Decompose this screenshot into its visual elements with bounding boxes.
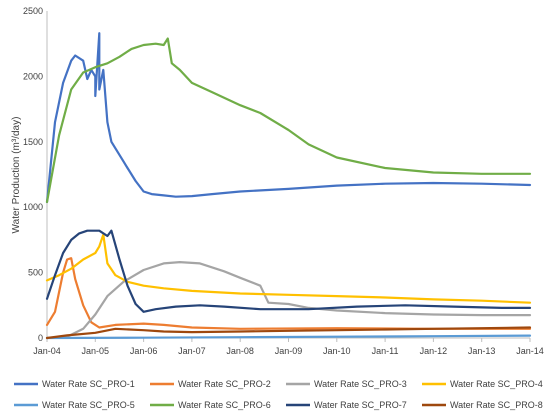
series-line-1 [45, 32, 532, 204]
series-line-3 [45, 261, 532, 340]
y-axis-title: Water Production (m³/day) [11, 117, 22, 234]
legend-label: Water Rate SC_PRO-7 [314, 400, 407, 410]
y-tick-label: 0 [38, 333, 43, 343]
y-tick-label: 2500 [23, 6, 43, 16]
legend-label: Water Rate SC_PRO-5 [42, 400, 135, 410]
series-line-5 [45, 334, 532, 340]
legend-item: Water Rate SC_PRO-2 [150, 379, 271, 389]
x-tick-label: Jan-06 [130, 346, 158, 356]
x-tick-label: Jan-10 [323, 346, 351, 356]
legend: Water Rate SC_PRO-1 Water Rate SC_PRO-2 Wa… [14, 379, 543, 410]
y-tick-label: 1500 [23, 137, 43, 147]
legend-label: Water Rate SC_PRO-8 [450, 400, 543, 410]
series-layer [45, 32, 532, 340]
x-tick-label: Jan-09 [275, 346, 303, 356]
legend-label: Water Rate SC_PRO-6 [178, 400, 271, 410]
legend-label: Water Rate SC_PRO-1 [42, 379, 135, 389]
x-tick-label: Jan-08 [226, 346, 254, 356]
legend-item: Water Rate SC_PRO-6 [150, 400, 271, 410]
x-tick-label: Jan-13 [468, 346, 496, 356]
legend-item: Water Rate SC_PRO-4 [422, 379, 543, 389]
legend-label: Water Rate SC_PRO-3 [314, 379, 407, 389]
x-tick-label: Jan-11 [372, 346, 399, 356]
legend-item: Water Rate SC_PRO-3 [286, 379, 407, 389]
series-line-2 [45, 257, 532, 330]
series-line-4 [45, 233, 532, 304]
x-tick-label: Jan-04 [33, 346, 61, 356]
x-tick-label: Jan-07 [178, 346, 206, 356]
legend-item: Water Rate SC_PRO-8 [422, 400, 543, 410]
y-tick-label: 500 [28, 268, 43, 278]
legend-label: Water Rate SC_PRO-4 [450, 379, 543, 389]
series-line-8 [45, 326, 532, 340]
y-tick-label: 1000 [23, 202, 43, 212]
x-tick-label: Jan-14 [516, 346, 544, 356]
x-tick-label: Jan-05 [82, 346, 110, 356]
x-tick-label: Jan-12 [420, 346, 448, 356]
y-tick-label: 2000 [23, 71, 43, 81]
legend-item: Water Rate SC_PRO-5 [14, 400, 135, 410]
legend-label: Water Rate SC_PRO-2 [178, 379, 271, 389]
series-line-7 [45, 229, 532, 313]
series-line-6 [45, 37, 532, 204]
legend-item: Water Rate SC_PRO-7 [286, 400, 407, 410]
legend-item: Water Rate SC_PRO-1 [14, 379, 135, 389]
